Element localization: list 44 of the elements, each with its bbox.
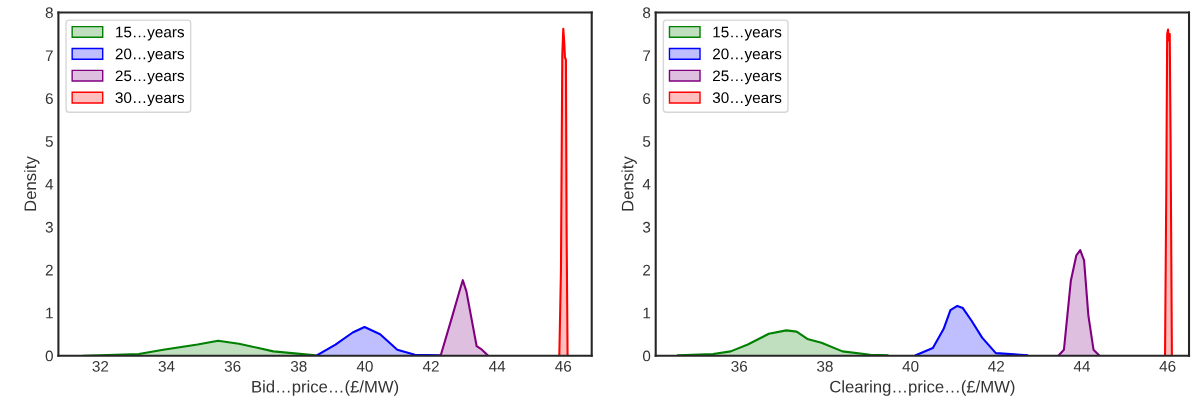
y-tick-label: 7: [45, 50, 53, 61]
x-tick-label: 40: [356, 360, 373, 372]
y-tick-label: 1: [46, 307, 53, 319]
y-tick-label: 6: [643, 93, 651, 104]
legend-label: 25…years: [713, 70, 782, 85]
y-tick-label: 5: [45, 136, 53, 147]
y-tick-label: 4: [45, 179, 54, 190]
x-axis-title: Bid…price…(£/MW): [252, 380, 399, 396]
y-tick-label: 5: [642, 136, 651, 147]
legend-label: 30…years: [115, 92, 185, 107]
x-tick-label: 46: [1159, 360, 1176, 372]
x-axis-title: Clearing…price…(£/MW): [830, 380, 1015, 396]
y-tick-label: 2: [643, 264, 651, 276]
x-tick-label: 46: [555, 360, 572, 372]
x-tick-label: 44: [489, 361, 506, 372]
legend-label: 15…years: [713, 26, 782, 41]
y-tick-label: 0: [45, 350, 53, 362]
x-tick-label: 42: [422, 360, 439, 372]
legend-label: 15…years: [116, 26, 185, 41]
y-tick-label: 3: [642, 221, 651, 233]
legend-label: 20…years: [713, 48, 782, 63]
y-tick-label: 6: [45, 93, 53, 104]
legend-label: 30…years: [712, 92, 782, 107]
x-tick-label: 36: [731, 360, 748, 372]
x-tick-label: 34: [158, 360, 175, 372]
y-tick-label: 3: [45, 221, 53, 233]
y-tick-label: 4: [642, 179, 651, 190]
y-tick-label: 8: [45, 7, 53, 19]
x-tick-label: 38: [290, 360, 307, 372]
x-tick-label: 32: [92, 360, 109, 372]
x-tick-label: 38: [817, 360, 833, 372]
y-tick-label: 0: [642, 350, 651, 362]
legend-label: 25…years: [115, 70, 185, 85]
legend-label: 20…years: [115, 48, 185, 63]
x-tick-label: 44: [1073, 361, 1090, 372]
y-tick-label: 2: [45, 264, 53, 276]
y-tick-label: 7: [643, 50, 651, 61]
x-tick-label: 36: [224, 360, 241, 372]
y-tick-label: 8: [643, 7, 651, 19]
y-tick-label: 1: [643, 307, 651, 319]
y-axis-title: Density: [621, 156, 637, 211]
x-tick-label: 40: [902, 360, 919, 372]
y-axis-title: Density: [23, 156, 40, 211]
x-tick-label: 42: [988, 360, 1004, 372]
